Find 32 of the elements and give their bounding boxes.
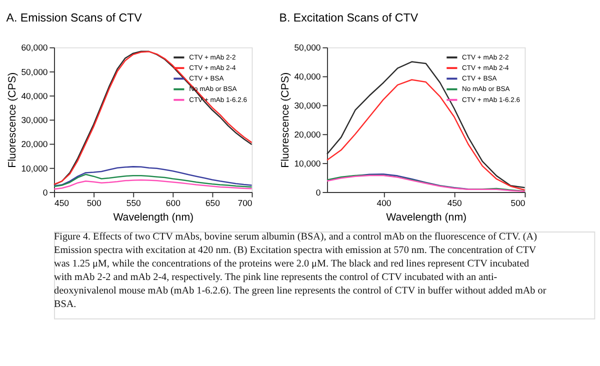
y-tick-label: 40,000 [21, 90, 48, 101]
y-axis-title: Fluorescence (CPS) [279, 72, 292, 168]
y-tick-label: 50,000 [294, 42, 321, 53]
y-tick-label: 30,000 [21, 115, 48, 126]
line-series [53, 174, 252, 188]
x-axis-title: Wavelength (nm) [113, 211, 194, 224]
y-tick-label: 20,000 [21, 139, 48, 150]
x-tick-label: 450 [54, 198, 70, 208]
x-tick-label: 400 [376, 198, 392, 208]
y-tick-label: 60,000 [21, 42, 48, 53]
x-tick-label: 500 [510, 198, 526, 208]
y-tick-label: 10,000 [21, 163, 48, 174]
line-series [53, 166, 252, 187]
x-tick-label: 650 [205, 198, 220, 208]
y-tick-label: 10,000 [294, 158, 321, 168]
x-axis-title: Wavelength (nm) [386, 211, 467, 224]
y-tick-label: 0 [42, 187, 48, 198]
x-tick-label: 500 [86, 198, 102, 208]
line-series [53, 179, 252, 190]
y-tick-label: 30,000 [294, 100, 321, 111]
chart-title: B. Excitation Scans of CTV [279, 12, 418, 24]
x-tick-label: 450 [447, 198, 462, 208]
chart-title: A. Emission Scans of CTV [6, 12, 142, 24]
x-tick-label: 550 [126, 198, 142, 208]
y-tick-label: 40,000 [294, 72, 321, 82]
y-tick-label: 20,000 [294, 130, 321, 140]
y-axis-title: Fluorescence (CPS) [6, 72, 18, 168]
x-tick-label: 700 [238, 198, 252, 208]
x-tick-label: 600 [166, 198, 181, 208]
y-tick-label: 50,000 [21, 66, 48, 77]
caption: Figure 4. Effects of two CTV mAbs, bovine serum albumin (BSA), and a control mAb on the fluorescence of CTV. (A) Emission spectra with excitation at 420 nm. (B) Excitation spectra with emission at 570 nm. The concentration of CTV was 1.25 μM, while the concentrations of the proteins were 2.0 μM. The black and red lines represent CTV incubated with mAb 2-2 and mAb 2-4, respectively. The pink line represents the control of CTV incubated with an anti-deoxynivalenol mouse mAb (mAb 1-6.2.6). The green line represents the control of CTV in buffer without added mAb or BSA. [54, 231, 547, 310]
y-tick-label: 0 [316, 187, 321, 198]
